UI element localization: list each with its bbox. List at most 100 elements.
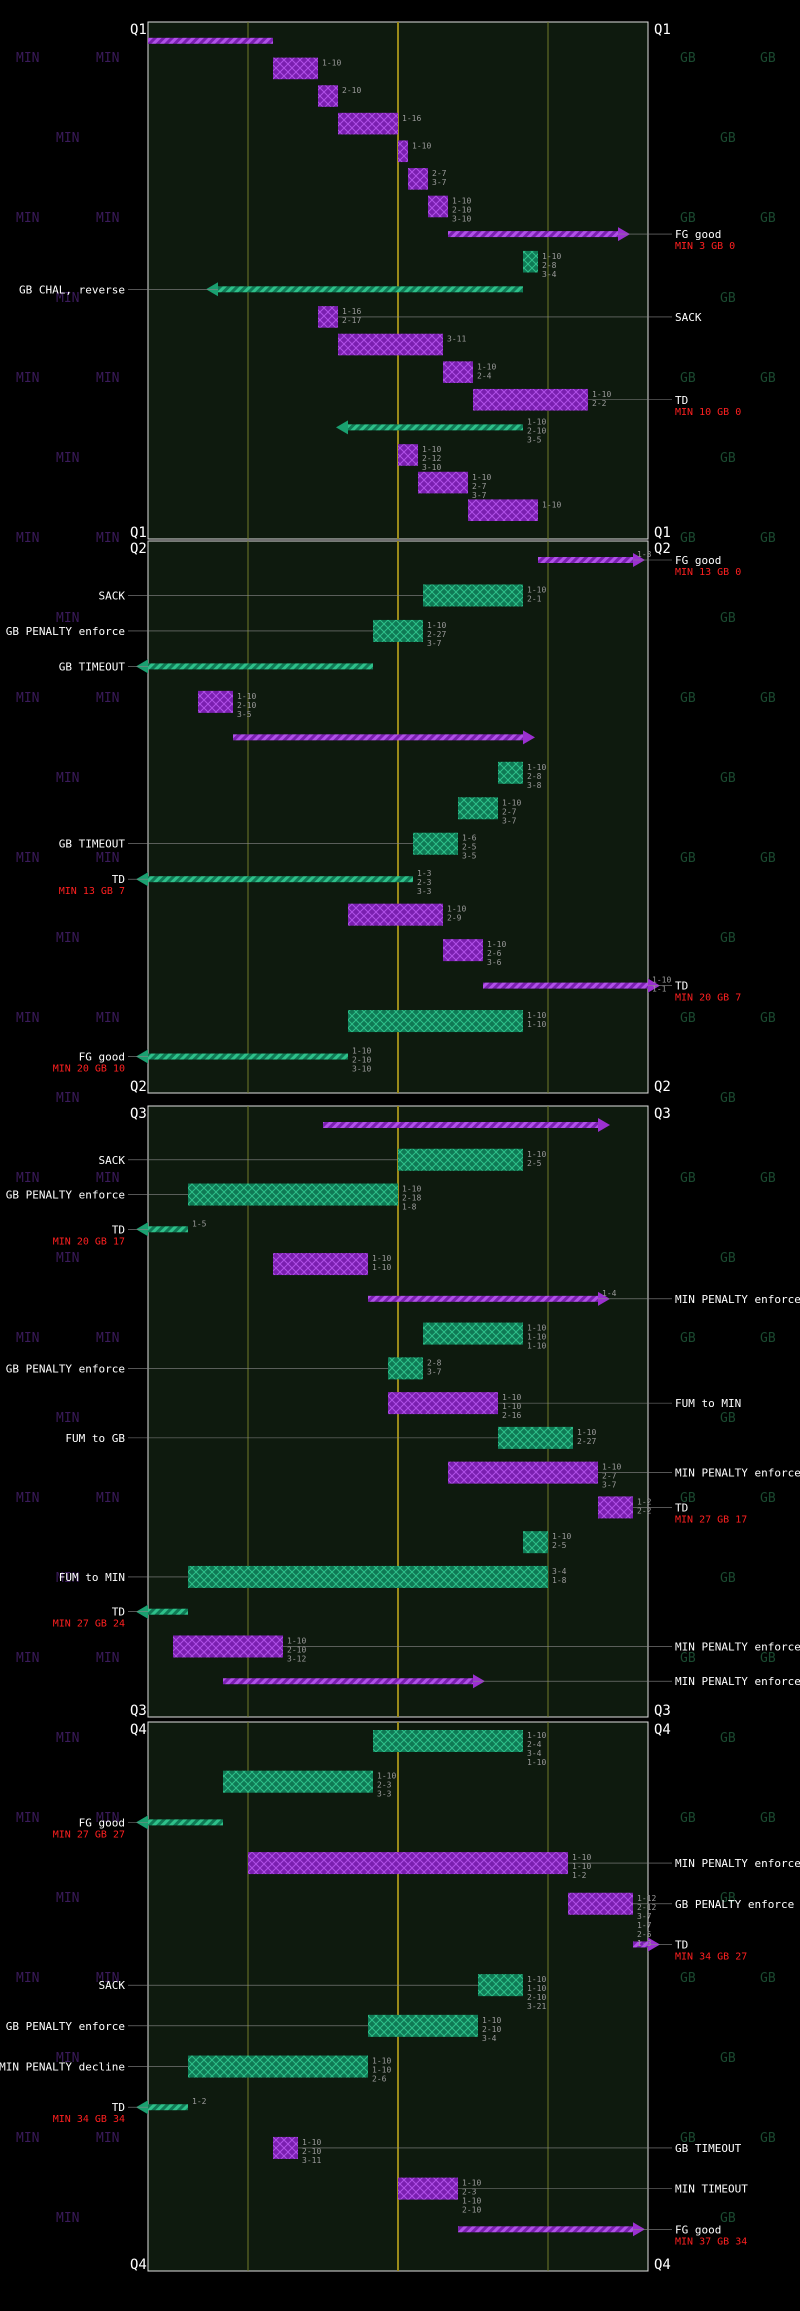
event-label: TD <box>112 1606 125 1619</box>
down-label: 1-10 <box>452 197 471 206</box>
down-label: 3-10 <box>352 1065 371 1074</box>
drive-line <box>538 557 633 563</box>
down-label: 1-10 <box>372 1263 391 1272</box>
down-label: 3-7 <box>637 1912 652 1921</box>
watermark-min: MIN <box>56 451 79 466</box>
down-label: 3-7 <box>602 1481 617 1490</box>
event-label: MIN PENALTY enforce <box>675 1675 800 1688</box>
drive-box <box>338 112 398 135</box>
down-label: 2-5 <box>552 1541 567 1550</box>
down-label: 3-8 <box>527 781 542 790</box>
watermark-min: MIN <box>56 131 79 146</box>
down-label: 1-10 <box>287 1636 306 1645</box>
down-label: 1-3 <box>417 869 432 878</box>
down-label: 3-5 <box>237 710 252 719</box>
down-label: 2-27 <box>577 1437 596 1446</box>
quarter-label-bottom-left: Q1 <box>130 525 147 541</box>
quarter-label-bottom-left: Q3 <box>130 1703 147 1719</box>
watermark-min: MIN <box>16 2131 39 2146</box>
watermark-min: MIN <box>56 2051 79 2066</box>
watermark-gb: GB <box>680 1331 696 1346</box>
watermark-gb: GB <box>720 291 736 306</box>
down-label: 1-10 <box>592 390 611 399</box>
drive-box <box>388 1392 498 1415</box>
watermark-min: MIN <box>56 1091 79 1106</box>
quarter-label-bottom-left: Q4 <box>130 2257 147 2273</box>
quarter-label-top-left: Q2 <box>130 541 147 557</box>
down-label: 1-1 <box>652 985 667 994</box>
down-label: 1-2 <box>572 1871 587 1880</box>
drive-box <box>428 195 448 218</box>
watermark-gb: GB <box>680 851 696 866</box>
score-label: MIN 10 GB 0 <box>675 407 741 418</box>
down-label: 2-10 <box>527 427 546 436</box>
down-label: 2-10 <box>302 2147 321 2156</box>
down-label: 2-9 <box>447 914 462 923</box>
down-label: 2-12 <box>422 454 441 463</box>
down-label: 2-27 <box>427 630 446 639</box>
drive-box <box>413 832 458 855</box>
event-label: GB TIMEOUT <box>59 838 126 851</box>
watermark-min: MIN <box>16 1971 39 1986</box>
down-label: 1-10 <box>462 2197 481 2206</box>
down-label: 1-10 <box>527 585 546 594</box>
drive-box <box>523 250 538 273</box>
watermark-gb: GB <box>680 1171 696 1186</box>
watermark-min: MIN <box>56 1411 79 1426</box>
down-label: 1-5 <box>192 1219 207 1228</box>
drive-arrowhead <box>523 730 535 745</box>
event-label: TD <box>112 873 125 886</box>
down-label: 1-10 <box>482 2016 501 2025</box>
down-label: 1-10 <box>527 763 546 772</box>
quarter-label-top-right: Q3 <box>654 1106 671 1122</box>
down-label: 1-10 <box>527 1150 546 1159</box>
score-label: MIN 34 GB 27 <box>675 1951 747 1962</box>
drive-line <box>348 424 523 431</box>
watermark-gb: GB <box>720 131 736 146</box>
watermark-min: MIN <box>96 51 119 66</box>
drive-box <box>198 690 233 713</box>
down-label: 2-8 <box>427 1358 442 1367</box>
event-label: TD <box>675 1501 688 1514</box>
watermark-min: MIN <box>16 1811 39 1826</box>
drive-box <box>173 1635 283 1658</box>
drive-line <box>148 1053 348 1060</box>
watermark-min: MIN <box>96 211 119 226</box>
watermark-min: MIN <box>56 1251 79 1266</box>
drive-line <box>223 1678 473 1685</box>
down-label: 3-21 <box>527 2002 546 2011</box>
drive-box <box>188 2055 368 2078</box>
down-label: 1-10 <box>477 362 496 371</box>
down-label: 2-10 <box>352 1056 371 1065</box>
down-label: 1-4 <box>602 1289 617 1298</box>
watermark-gb: GB <box>720 1411 736 1426</box>
down-label: 1-10 <box>542 252 561 261</box>
down-label: 1-10 <box>552 1532 571 1541</box>
event-label: FUM to GB <box>65 1432 125 1445</box>
quarter-label-bottom-right: Q1 <box>654 525 671 541</box>
drive-box <box>373 619 423 642</box>
event-label: FG good <box>79 1051 125 1064</box>
drive-box <box>443 361 473 383</box>
down-label: 2-17 <box>342 316 361 325</box>
drive-box <box>388 1357 423 1380</box>
down-label: 2-10 <box>237 701 256 710</box>
watermark-min: MIN <box>56 1571 79 1586</box>
watermark-gb: GB <box>680 1651 696 1666</box>
down-label: 1-10 <box>527 1333 546 1342</box>
drive-box <box>398 2177 458 2200</box>
watermark-gb: GB <box>760 1331 776 1346</box>
down-label: 1-10 <box>502 1402 521 1411</box>
watermark-min: MIN <box>96 1491 119 1506</box>
watermark-gb: GB <box>720 1891 736 1906</box>
watermark-gb: GB <box>720 451 736 466</box>
down-label: 2-1 <box>527 594 542 603</box>
watermark-min: MIN <box>16 1331 39 1346</box>
down-label: 2-6 <box>487 949 502 958</box>
drive-line <box>148 37 273 44</box>
event-label: MIN TIMEOUT <box>675 2183 748 2196</box>
watermark-min: MIN <box>56 1891 79 1906</box>
watermark-min: MIN <box>96 851 119 866</box>
